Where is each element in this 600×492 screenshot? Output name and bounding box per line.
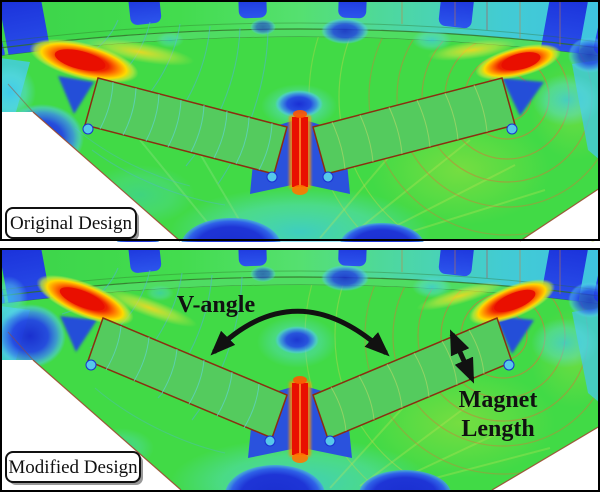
magnet-flux-lines [99,81,273,171]
panel-modified-border [0,248,600,492]
center-bridge [289,110,311,195]
modified-design-label: Modified Design [8,457,138,478]
saturation-hotspot-left [29,38,195,84]
center-bridge [289,376,311,463]
flux-cavities [60,316,534,354]
panel-original: Original Design [2,2,598,242]
design-label-modified: Modified Design [5,451,143,485]
magnet-flux-lines [331,84,488,170]
magnet-corner-barriers [85,359,515,447]
shaft-domes [110,465,451,490]
magnet-corner-barriers [82,123,518,183]
magnet-flux-lines [105,325,260,429]
magnet-length-arrow [449,329,475,384]
panel-original-border [0,0,600,241]
saturation-hotspot-left [36,274,198,328]
rotor-original [2,18,598,242]
magnet-length-label-line1: Magnet [459,387,538,413]
v-angle-arrow [210,308,390,357]
saturation-hotspot-right [427,39,561,81]
magnet-length-label-line2: Length [461,416,534,442]
design-label-original: Original Design [5,207,139,241]
original-design-label: Original Design [10,213,132,234]
v-angle-label: V-angle [177,292,256,318]
saturation-hotspot-right [416,279,556,325]
flux-cavities [58,76,544,116]
magnet-left [87,317,288,439]
annotations: V-angle Magnet Length [177,292,537,442]
